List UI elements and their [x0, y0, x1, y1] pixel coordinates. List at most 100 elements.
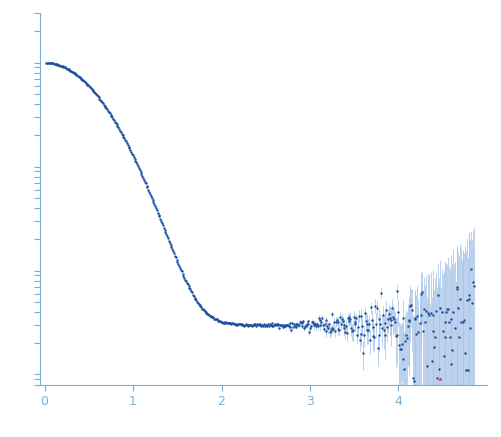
- Point: [260, 321, 268, 328]
- Point: [410, 316, 418, 323]
- Point: [206, 312, 214, 319]
- Point: [409, 378, 417, 385]
- Point: [229, 320, 237, 327]
- Point: [451, 285, 459, 292]
- Point: [230, 321, 238, 328]
- Point: [243, 323, 251, 330]
- Point: [339, 325, 347, 332]
- Point: [111, 118, 119, 125]
- Point: [225, 320, 233, 327]
- Point: [382, 323, 390, 330]
- Point: [265, 323, 273, 329]
- Point: [380, 320, 388, 327]
- Point: [54, 61, 62, 68]
- Point: [199, 305, 207, 312]
- Point: [302, 320, 310, 327]
- Point: [180, 274, 188, 281]
- Point: [82, 80, 90, 87]
- Point: [322, 327, 330, 334]
- Point: [189, 292, 197, 299]
- Point: [419, 306, 427, 313]
- Point: [281, 322, 289, 329]
- Point: [77, 75, 85, 82]
- Point: [211, 315, 219, 322]
- Point: [216, 318, 224, 325]
- Point: [47, 59, 55, 66]
- Point: [268, 323, 276, 329]
- Point: [77, 75, 85, 82]
- Point: [164, 237, 172, 244]
- Point: [70, 69, 78, 76]
- Point: [187, 289, 195, 296]
- Point: [129, 153, 137, 160]
- Point: [426, 309, 434, 316]
- Point: [232, 321, 240, 328]
- Point: [331, 319, 339, 326]
- Point: [345, 314, 353, 321]
- Point: [463, 291, 471, 298]
- Point: [324, 321, 332, 328]
- Point: [63, 65, 71, 72]
- Point: [172, 256, 180, 263]
- Point: [100, 101, 108, 108]
- Point: [435, 305, 443, 312]
- Point: [254, 321, 262, 328]
- Point: [178, 271, 186, 277]
- Point: [245, 321, 254, 328]
- Point: [405, 302, 413, 309]
- Point: [219, 319, 227, 326]
- Point: [401, 332, 409, 339]
- Point: [234, 320, 242, 327]
- Point: [64, 66, 72, 73]
- Point: [156, 215, 164, 222]
- Point: [107, 112, 115, 119]
- Point: [166, 241, 174, 248]
- Point: [113, 122, 121, 129]
- Point: [56, 62, 64, 69]
- Point: [348, 326, 356, 333]
- Point: [391, 333, 399, 340]
- Point: [280, 322, 288, 329]
- Point: [179, 272, 187, 279]
- Point: [421, 308, 429, 315]
- Point: [130, 156, 138, 163]
- Point: [174, 260, 182, 267]
- Point: [163, 232, 171, 239]
- Point: [389, 315, 397, 322]
- Point: [109, 115, 117, 122]
- Point: [323, 322, 331, 329]
- Point: [330, 319, 338, 326]
- Point: [417, 291, 425, 298]
- Point: [210, 315, 218, 322]
- Point: [452, 283, 460, 290]
- Point: [214, 317, 222, 324]
- Point: [317, 319, 325, 326]
- Point: [207, 313, 215, 320]
- Point: [150, 201, 158, 208]
- Point: [55, 62, 63, 69]
- Point: [316, 322, 324, 329]
- Point: [404, 317, 412, 324]
- Point: [356, 331, 364, 338]
- Point: [383, 316, 391, 323]
- Point: [241, 320, 249, 327]
- Point: [446, 315, 454, 322]
- Point: [295, 319, 303, 326]
- Point: [318, 322, 326, 329]
- Point: [193, 298, 201, 305]
- Point: [222, 319, 230, 326]
- Point: [184, 283, 192, 290]
- Point: [67, 67, 75, 74]
- Point: [204, 312, 212, 319]
- Point: [93, 92, 101, 99]
- Point: [135, 166, 143, 173]
- Point: [59, 63, 67, 70]
- Point: [255, 322, 263, 329]
- Point: [218, 319, 226, 326]
- Point: [408, 375, 416, 382]
- Point: [417, 288, 425, 295]
- Point: [278, 323, 286, 330]
- Point: [334, 326, 342, 333]
- Point: [358, 323, 366, 330]
- Point: [79, 77, 87, 84]
